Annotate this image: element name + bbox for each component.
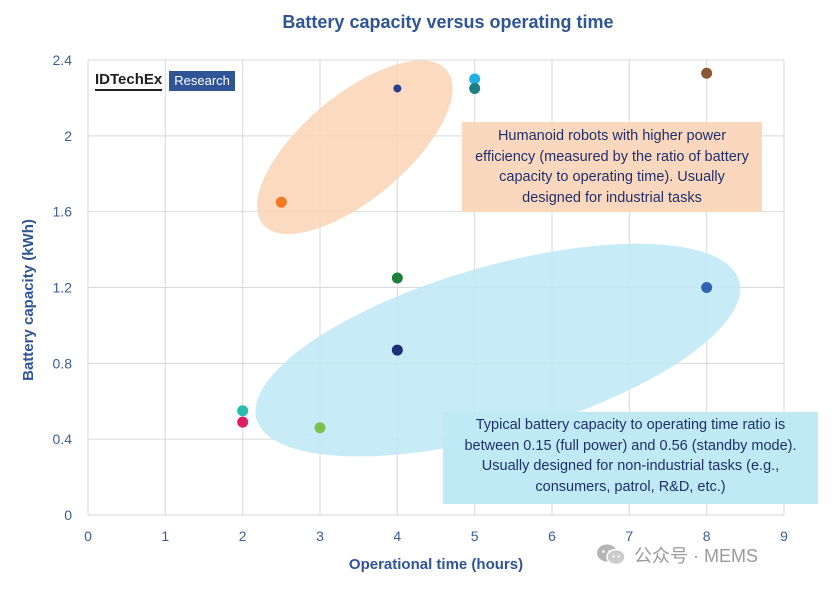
data-point [469,73,481,85]
x-tick-label: 9 [780,528,788,544]
data-points [237,67,713,434]
x-tick-label: 1 [161,528,169,544]
watermark: 公众号 · MEMS [596,542,758,568]
data-point [275,196,287,208]
data-point [469,82,481,94]
region-humanoid-high-efficiency [256,60,453,235]
x-tick-label: 0 [84,528,92,544]
data-point [391,272,403,284]
x-tick-label: 7 [625,528,633,544]
idtechex-logo: IDTechEx Research [95,71,235,91]
data-point [237,405,249,417]
watermark-text: 公众号 · MEMS [634,546,758,566]
x-tick-label: 4 [393,528,401,544]
x-tick-label: 8 [703,528,711,544]
y-axis-title: Battery capacity (kWh) [20,219,37,381]
brand-tag: Research [169,71,235,91]
data-point [314,422,326,434]
typical-ratio-annotation: Typical battery capacity to operating ti… [443,412,818,504]
y-tick-label: 0 [64,507,72,523]
y-tick-label: 1.2 [53,280,73,296]
y-tick-label: 2 [64,128,72,144]
data-point [701,282,713,293]
x-tick-label: 3 [316,528,324,544]
data-point [393,84,402,93]
region-typical-ratio [255,243,741,457]
chat-bubbles-icon [597,544,626,566]
data-point [701,67,713,79]
x-tick-label: 6 [548,528,556,544]
y-tick-label: 0.4 [53,431,73,447]
highlight-regions [255,60,741,457]
x-tick-label: 5 [471,528,479,544]
y-tick-label: 2.4 [53,52,73,68]
axis-ticks: 0 1 2 3 4 5 6 7 8 9 0 0.4 0.8 1.2 1.6 2 2.4 [53,52,789,544]
chart-title: Battery capacity versus operating time [282,12,613,32]
x-axis-title: Operational time (hours) [349,556,523,573]
data-point [237,416,249,428]
brand-name: IDTechEx [95,71,163,91]
y-tick-label: 0.8 [53,355,73,371]
y-tick-label: 1.6 [53,204,73,220]
x-tick-label: 2 [239,528,247,544]
humanoid-annotation: Humanoid robots with higher power effici… [462,122,762,212]
data-point [391,344,403,356]
